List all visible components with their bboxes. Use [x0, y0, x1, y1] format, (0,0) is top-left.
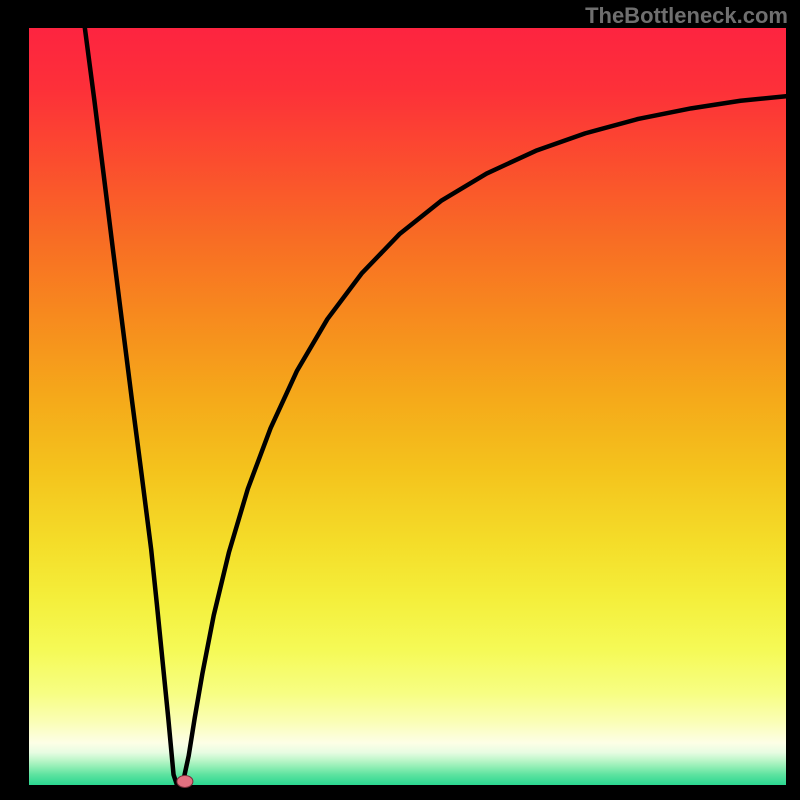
watermark-text: TheBottleneck.com — [585, 3, 788, 29]
optimal-point-marker — [177, 775, 193, 787]
plot-gradient-background — [28, 28, 786, 786]
chart-container: TheBottleneck.com — [0, 0, 800, 800]
bottleneck-curve-chart — [0, 0, 800, 800]
